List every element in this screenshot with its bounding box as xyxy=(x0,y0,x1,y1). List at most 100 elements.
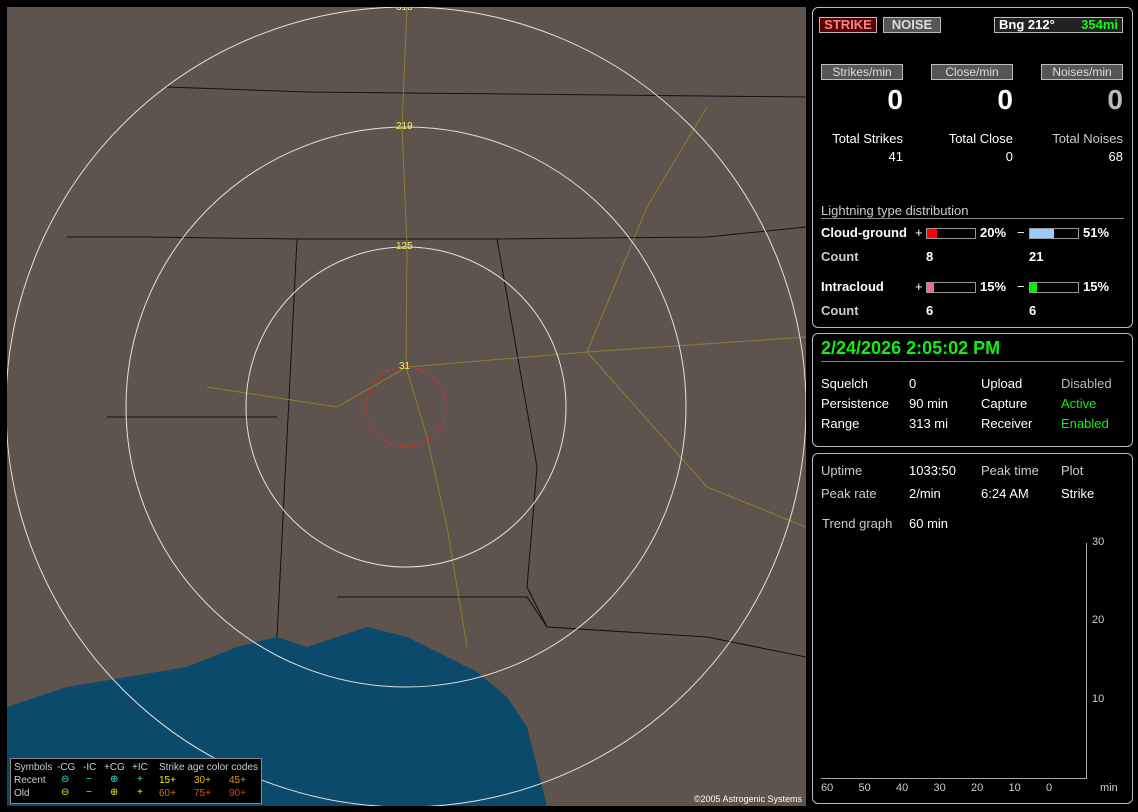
ring-label-313: 313 xyxy=(396,7,413,13)
ic-neg-sign: − xyxy=(1017,279,1025,294)
status-range-1: 313 mi xyxy=(909,416,949,431)
status-range-0: Range xyxy=(821,416,860,431)
ic-neg-bar xyxy=(1029,282,1079,293)
peak-time-value: 6:24 AM xyxy=(981,486,1029,501)
cg-neg-pct: 51% xyxy=(1083,225,1110,240)
legend-old: Old xyxy=(14,788,30,799)
neg-cg-recent-icon: ⊖ xyxy=(61,774,70,785)
bearing: Bng 212° xyxy=(999,17,1055,32)
y-tick-30: 30 xyxy=(1092,536,1105,548)
legend-neg-ic: -IC xyxy=(83,762,97,773)
total-close-label: Total Close xyxy=(948,131,1013,146)
x-tick: 50 xyxy=(858,782,871,794)
noises-min-value: 0 xyxy=(1107,84,1123,115)
uptime-value: 1033:50 xyxy=(909,463,956,478)
ic-neg-pct: 15% xyxy=(1083,279,1110,294)
trend-x-axis xyxy=(821,778,1087,779)
ic-pos-sign: + xyxy=(915,279,923,294)
status-squelch-1: 0 xyxy=(909,376,917,391)
status-persistence-2: Capture xyxy=(981,396,1028,411)
cg-pos-pct: 20% xyxy=(980,225,1007,240)
datetime: 2/24/2026 2:05:02 PM xyxy=(821,338,1124,362)
close-min-value: 0 xyxy=(997,84,1013,115)
cg-pos-bar xyxy=(926,228,976,239)
legend-pos-ic: +IC xyxy=(132,762,148,773)
x-tick: 40 xyxy=(896,782,909,794)
gulf-water-east xyxy=(527,607,806,806)
status-persistence-1: 90 min xyxy=(909,396,949,411)
status-persistence-0: Persistence xyxy=(821,396,889,411)
peak-rate-label: Peak rate xyxy=(821,486,877,501)
status-squelch-0: Squelch xyxy=(821,376,868,391)
ic-pos-bar xyxy=(926,282,976,293)
total-close-value: 0 xyxy=(1005,149,1013,164)
roads xyxy=(206,7,806,648)
ic-count-label: Count xyxy=(821,303,859,318)
cg-neg-bar xyxy=(1029,228,1079,239)
ring-125 xyxy=(245,246,567,568)
age-30: 30+ xyxy=(194,775,211,786)
cg-pos-count: 8 xyxy=(926,249,934,264)
ring-label-125: 125 xyxy=(396,241,413,252)
neg-ic-recent-icon: − xyxy=(86,774,92,785)
total-noises-value: 68 xyxy=(1108,149,1123,164)
cg-neg-sign: − xyxy=(1017,225,1025,240)
age-90: 90+ xyxy=(229,788,246,799)
distribution-title: Lightning type distribution xyxy=(821,203,1124,219)
plot-value[interactable]: Strike xyxy=(1061,486,1095,501)
noise-button[interactable]: NOISE xyxy=(883,17,941,33)
peak-time-label: Peak time xyxy=(981,463,1039,478)
cg-count-label: Count xyxy=(821,249,859,264)
uptime-label: Uptime xyxy=(821,463,863,478)
range-rings xyxy=(7,7,806,806)
age-45: 45+ xyxy=(229,775,246,786)
strikes-min-label[interactable]: Strikes/min xyxy=(821,64,903,80)
pos-cg-old-icon: ⊕ xyxy=(110,787,119,798)
status-range-3: Enabled xyxy=(1061,416,1109,431)
age-15: 15+ xyxy=(159,775,176,786)
cg-neg-count: 21 xyxy=(1029,249,1044,264)
ic-neg-count: 6 xyxy=(1029,303,1037,318)
x-tick: 60 xyxy=(821,782,834,794)
trend-value: 60 min xyxy=(909,516,949,531)
status-range-2: Receiver xyxy=(981,416,1033,431)
x-tick: 20 xyxy=(971,782,984,794)
counters-panel: STRIKE NOISE Bng 212° 354mi Strikes/min … xyxy=(812,7,1133,328)
pos-cg-recent-icon: ⊕ xyxy=(110,774,119,785)
strike-button[interactable]: STRIKE xyxy=(819,17,877,33)
y-tick-10: 10 xyxy=(1092,693,1105,705)
plot-label: Plot xyxy=(1061,463,1084,478)
cg-label: Cloud-ground xyxy=(821,225,907,240)
x-tick: 10 xyxy=(1008,782,1021,794)
cg-pos-sign: + xyxy=(915,225,923,240)
legend-symbols: Symbols xyxy=(14,762,53,773)
peak-rate-value: 2/min xyxy=(909,486,941,501)
x-unit: min xyxy=(1100,782,1118,794)
trend-y-axis xyxy=(1086,543,1087,779)
status-persistence-3: Active xyxy=(1061,396,1097,411)
ring-label-219: 219 xyxy=(396,121,413,132)
neg-ic-old-icon: − xyxy=(86,787,92,798)
x-tick: 0 xyxy=(1046,782,1053,794)
state-borders xyxy=(67,86,806,658)
close-ring xyxy=(365,366,447,448)
close-min-label[interactable]: Close/min xyxy=(931,64,1013,80)
lightning-map[interactable]: 313 219 125 31 ©2005 Astrogenic Systems xyxy=(7,7,806,806)
copyright: ©2005 Astrogenic Systems xyxy=(693,794,802,804)
age-75: 75+ xyxy=(194,788,211,799)
symbol-legend: Symbols -CG -IC +CG +IC Strike age color… xyxy=(10,758,262,804)
total-strikes-label: Total Strikes xyxy=(832,131,903,146)
status-panel: 2/24/2026 2:05:02 PM Squelch 0 Upload Disab… xyxy=(812,333,1133,447)
ic-pos-count: 6 xyxy=(926,303,934,318)
status-squelch-2: Upload xyxy=(981,376,1023,391)
x-tick: 30 xyxy=(933,782,946,794)
distance: 354mi xyxy=(1081,17,1118,32)
ring-label-31: 31 xyxy=(399,361,411,372)
noises-min-label[interactable]: Noises/min xyxy=(1041,64,1123,80)
strikes-min-value: 0 xyxy=(887,84,903,115)
legend-pos-cg: +CG xyxy=(104,762,125,773)
stats-panel: Uptime 1033:50 Peak time Plot Peak rate … xyxy=(812,453,1133,804)
legend-neg-cg: -CG xyxy=(57,762,76,773)
legend-recent: Recent xyxy=(14,775,46,786)
status-squelch-3: Disabled xyxy=(1061,376,1112,391)
